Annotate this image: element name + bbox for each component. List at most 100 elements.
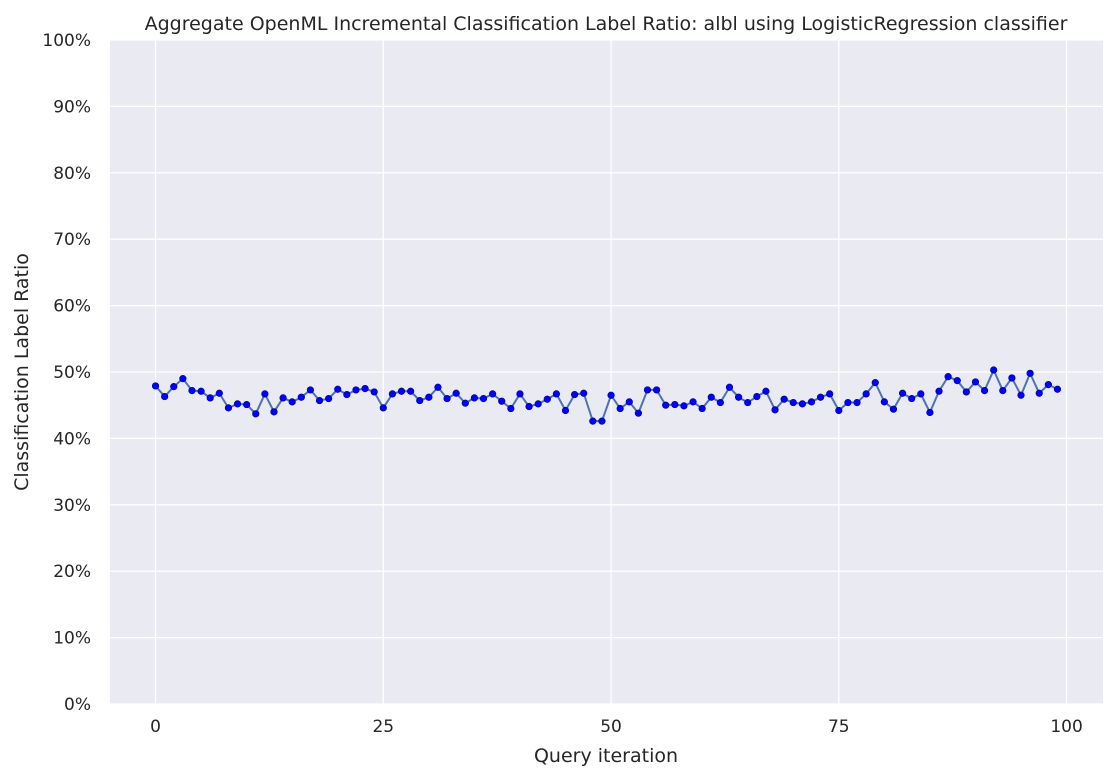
series-line bbox=[154, 367, 1058, 423]
y-tick-label: 60% bbox=[53, 297, 91, 317]
data-point bbox=[880, 398, 888, 406]
data-point bbox=[616, 404, 624, 413]
data-point bbox=[762, 387, 770, 395]
data-point bbox=[962, 388, 970, 396]
x-tick-label: 25 bbox=[372, 717, 394, 737]
data-point bbox=[816, 393, 825, 401]
data-point bbox=[789, 398, 797, 407]
data-point bbox=[325, 394, 333, 403]
y-tick-label: 100% bbox=[42, 31, 91, 51]
data-point bbox=[625, 398, 633, 406]
data-point bbox=[980, 386, 989, 395]
data-point bbox=[853, 398, 861, 407]
data-point bbox=[206, 394, 214, 402]
data-point bbox=[498, 397, 506, 405]
data-point bbox=[170, 383, 178, 391]
data-point bbox=[871, 379, 879, 387]
data-point bbox=[844, 398, 852, 407]
data-point bbox=[862, 390, 870, 398]
data-point bbox=[434, 383, 442, 391]
x-tick-labels: 0 25 50 75 100 bbox=[150, 717, 1083, 737]
data-point bbox=[1008, 374, 1016, 382]
data-point bbox=[197, 387, 205, 395]
y-tick-label: 80% bbox=[53, 164, 91, 184]
data-point bbox=[188, 386, 196, 395]
data-point bbox=[990, 366, 998, 374]
data-point bbox=[944, 373, 952, 381]
y-tick-label: 20% bbox=[53, 562, 91, 582]
data-point bbox=[416, 396, 424, 405]
grid bbox=[110, 39, 1103, 705]
data-point bbox=[361, 385, 369, 393]
data-point bbox=[999, 386, 1007, 395]
data-point bbox=[598, 417, 606, 425]
data-point bbox=[835, 406, 843, 415]
data-point bbox=[370, 388, 378, 396]
y-axis-label: Classification Label Ratio bbox=[11, 253, 33, 491]
data-point bbox=[261, 390, 269, 398]
data-point bbox=[680, 402, 688, 410]
data-point bbox=[397, 387, 406, 395]
x-tick-label: 50 bbox=[600, 717, 622, 737]
y-tick-label: 90% bbox=[53, 97, 91, 117]
data-point bbox=[643, 386, 652, 394]
data-point bbox=[224, 404, 233, 412]
data-point bbox=[407, 387, 415, 395]
data-point bbox=[926, 408, 934, 417]
data-point bbox=[288, 398, 296, 406]
data-point bbox=[561, 406, 570, 415]
data-point bbox=[826, 390, 834, 398]
data-point bbox=[971, 378, 980, 386]
data-point bbox=[935, 387, 943, 395]
data-point bbox=[479, 394, 488, 403]
data-point bbox=[771, 406, 779, 414]
data-point bbox=[552, 390, 560, 398]
data-point bbox=[379, 404, 387, 412]
data-point bbox=[297, 393, 305, 401]
data-point bbox=[1017, 391, 1025, 399]
data-point bbox=[571, 390, 579, 399]
y-tick-label: 10% bbox=[53, 629, 91, 649]
data-point bbox=[634, 409, 642, 417]
data-point bbox=[507, 404, 515, 413]
data-point bbox=[898, 389, 907, 397]
data-point bbox=[1026, 369, 1034, 377]
y-tick-label: 30% bbox=[53, 496, 91, 516]
data-point bbox=[452, 389, 460, 397]
data-point bbox=[689, 398, 697, 406]
data-point bbox=[388, 390, 397, 398]
data-point bbox=[470, 394, 479, 402]
data-point bbox=[744, 398, 752, 407]
data-point bbox=[889, 405, 898, 413]
y-tick-labels: 0% 10% 20% 30% 40% 50% 60% 70% 80% 90% 100% bbox=[42, 31, 91, 715]
y-tick-label: 50% bbox=[53, 363, 91, 383]
data-point bbox=[1035, 389, 1043, 397]
data-point bbox=[589, 417, 597, 425]
data-point bbox=[461, 399, 469, 407]
data-point bbox=[489, 390, 497, 398]
data-point bbox=[161, 392, 169, 401]
data-point bbox=[279, 394, 287, 402]
data-point bbox=[662, 401, 670, 409]
data-point bbox=[908, 394, 916, 403]
data-point bbox=[233, 400, 242, 408]
data-point bbox=[698, 404, 706, 413]
data-point bbox=[734, 393, 743, 401]
data-point bbox=[780, 395, 788, 403]
data-point bbox=[725, 383, 734, 391]
data-point bbox=[807, 398, 816, 406]
data-point bbox=[443, 394, 451, 403]
data-point bbox=[917, 390, 925, 398]
series-markers bbox=[151, 366, 1062, 425]
data-point bbox=[707, 393, 715, 401]
data-point bbox=[753, 392, 761, 401]
data-point bbox=[315, 396, 324, 405]
series-group bbox=[151, 366, 1062, 425]
y-tick-label: 40% bbox=[53, 429, 91, 449]
chart-title: Aggregate OpenML Incremental Classificat… bbox=[145, 13, 1068, 35]
x-tick-label: 100 bbox=[1050, 717, 1082, 737]
data-point bbox=[653, 386, 661, 394]
data-point bbox=[716, 398, 724, 407]
data-point bbox=[607, 391, 615, 399]
